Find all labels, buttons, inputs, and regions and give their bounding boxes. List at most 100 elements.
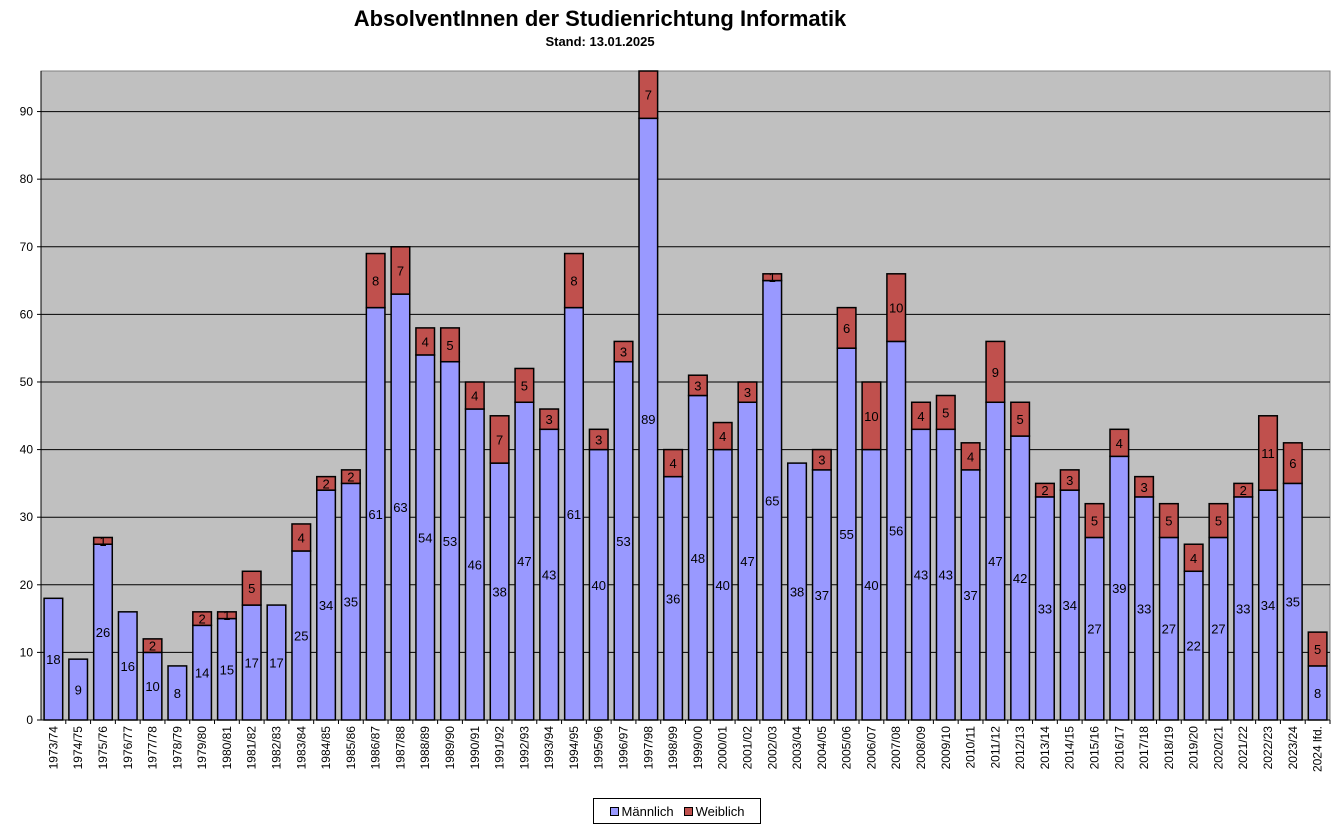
data-label-maennlich: 40 — [715, 578, 729, 593]
data-label-weiblich: 3 — [694, 378, 701, 393]
data-label-weiblich: 7 — [397, 263, 404, 278]
x-tick-label: 1985/86 — [344, 726, 358, 770]
data-label-weiblich: 3 — [818, 453, 825, 468]
bar-maennlich — [167, 665, 188, 721]
bar-weiblich — [737, 381, 758, 404]
bar-weiblich — [489, 415, 510, 464]
data-label-weiblich: 5 — [1314, 642, 1321, 657]
data-label-maennlich: 8 — [174, 686, 181, 701]
data-label-maennlich: 8 — [1314, 686, 1321, 701]
data-label-weiblich: 4 — [719, 429, 726, 444]
bar-weiblich — [687, 374, 708, 397]
data-label-maennlich: 53 — [616, 534, 630, 549]
data-label-weiblich: 1 — [223, 608, 230, 623]
bar-weiblich — [811, 448, 832, 471]
x-tick-label: 2010/11 — [964, 726, 978, 769]
data-label-maennlich: 42 — [1013, 571, 1027, 586]
legend-swatch-maennlich — [609, 806, 619, 816]
bar-weiblich — [935, 394, 956, 431]
x-tick-label: 2005/06 — [840, 726, 854, 770]
x-tick-label: 1994/95 — [567, 726, 581, 770]
bar-weiblich — [1059, 469, 1080, 491]
y-tick-label: 70 — [20, 240, 34, 254]
data-label-weiblich: 2 — [199, 612, 206, 627]
bar-weiblich — [712, 421, 733, 451]
x-tick-label: 1979/80 — [195, 726, 209, 770]
bar-weiblich — [1158, 502, 1179, 539]
bar-weiblich — [365, 252, 386, 309]
data-label-maennlich: 22 — [1186, 639, 1200, 654]
bar-weiblich — [638, 70, 659, 120]
data-label-weiblich: 4 — [967, 449, 974, 464]
data-label-weiblich: 5 — [521, 378, 528, 393]
chart-title: AbsolventInnen der Studienrichtung Infor… — [353, 6, 847, 31]
bar-weiblich — [1109, 428, 1130, 458]
bar-weiblich — [762, 273, 783, 282]
bar-weiblich — [216, 611, 237, 620]
data-label-maennlich: 39 — [1112, 581, 1126, 596]
bar-weiblich — [1034, 482, 1055, 498]
data-label-weiblich: 9 — [992, 365, 999, 380]
data-label-weiblich: 10 — [889, 301, 903, 316]
data-label-weiblich: 3 — [620, 345, 627, 360]
legend-swatch-weiblich — [683, 806, 693, 816]
data-label-maennlich: 47 — [740, 554, 754, 569]
bar-weiblich — [1010, 401, 1031, 437]
data-label-weiblich: 3 — [1066, 473, 1073, 488]
x-tick-label: 1976/77 — [121, 726, 135, 770]
bar-weiblich — [1307, 631, 1328, 667]
data-label-maennlich: 16 — [121, 659, 135, 674]
bar-maennlich — [68, 658, 89, 721]
bar-weiblich — [613, 340, 634, 363]
x-tick-label: 1983/84 — [294, 726, 308, 770]
data-label-maennlich: 61 — [368, 507, 382, 522]
data-label-weiblich: 7 — [496, 432, 503, 447]
y-tick-label: 30 — [20, 510, 34, 524]
x-tick-label: 2008/09 — [914, 726, 928, 770]
bar-weiblich — [1282, 442, 1303, 485]
y-tick-label: 20 — [20, 578, 34, 592]
data-label-weiblich: 2 — [1240, 483, 1247, 498]
y-tick-label: 40 — [20, 443, 34, 457]
data-label-maennlich: 35 — [344, 595, 358, 610]
x-tick-label: 2011/12 — [988, 726, 1002, 769]
data-label-maennlich: 63 — [393, 500, 407, 515]
data-label-weiblich: 6 — [843, 321, 850, 336]
bar-weiblich — [960, 442, 981, 471]
data-label-maennlich: 38 — [790, 585, 804, 600]
x-tick-label: 2023/24 — [1286, 726, 1300, 770]
y-tick-label: 80 — [20, 172, 34, 186]
data-label-weiblich: 3 — [1140, 480, 1147, 495]
legend-item-weiblich: Weiblich — [683, 804, 744, 819]
data-label-maennlich: 10 — [145, 679, 159, 694]
data-label-weiblich: 3 — [546, 412, 553, 427]
data-label-weiblich: 5 — [1091, 514, 1098, 529]
x-tick-label: 2012/13 — [1013, 726, 1027, 770]
x-tick-label: 1998/99 — [666, 726, 680, 770]
x-tick-label: 1992/93 — [517, 726, 531, 770]
x-tick-label: 1980/81 — [220, 726, 234, 770]
data-label-weiblich: 5 — [1165, 514, 1172, 529]
data-label-weiblich: 8 — [372, 274, 379, 289]
data-label-weiblich: 4 — [422, 334, 429, 349]
data-label-maennlich: 40 — [592, 578, 606, 593]
bar-weiblich — [291, 523, 312, 552]
data-label-maennlich: 17 — [269, 656, 283, 671]
bar-weiblich — [1084, 502, 1105, 539]
bar-weiblich — [340, 469, 361, 485]
data-label-weiblich: 4 — [471, 389, 478, 404]
data-label-maennlich: 15 — [220, 662, 234, 677]
data-label-weiblich: 1 — [99, 534, 106, 549]
x-tick-label: 1996/97 — [617, 726, 631, 770]
data-label-maennlich: 25 — [294, 628, 308, 643]
data-label-maennlich: 48 — [691, 551, 705, 566]
x-tick-label: 2014/15 — [1063, 726, 1077, 770]
y-tick-label: 50 — [20, 375, 34, 389]
data-label-weiblich: 3 — [595, 432, 602, 447]
x-tick-label: 2006/07 — [864, 726, 878, 770]
data-label-weiblich: 2 — [149, 639, 156, 654]
bar-weiblich — [836, 306, 857, 349]
x-tick-label: 2022/23 — [1261, 726, 1275, 770]
data-label-weiblich: 4 — [298, 530, 305, 545]
